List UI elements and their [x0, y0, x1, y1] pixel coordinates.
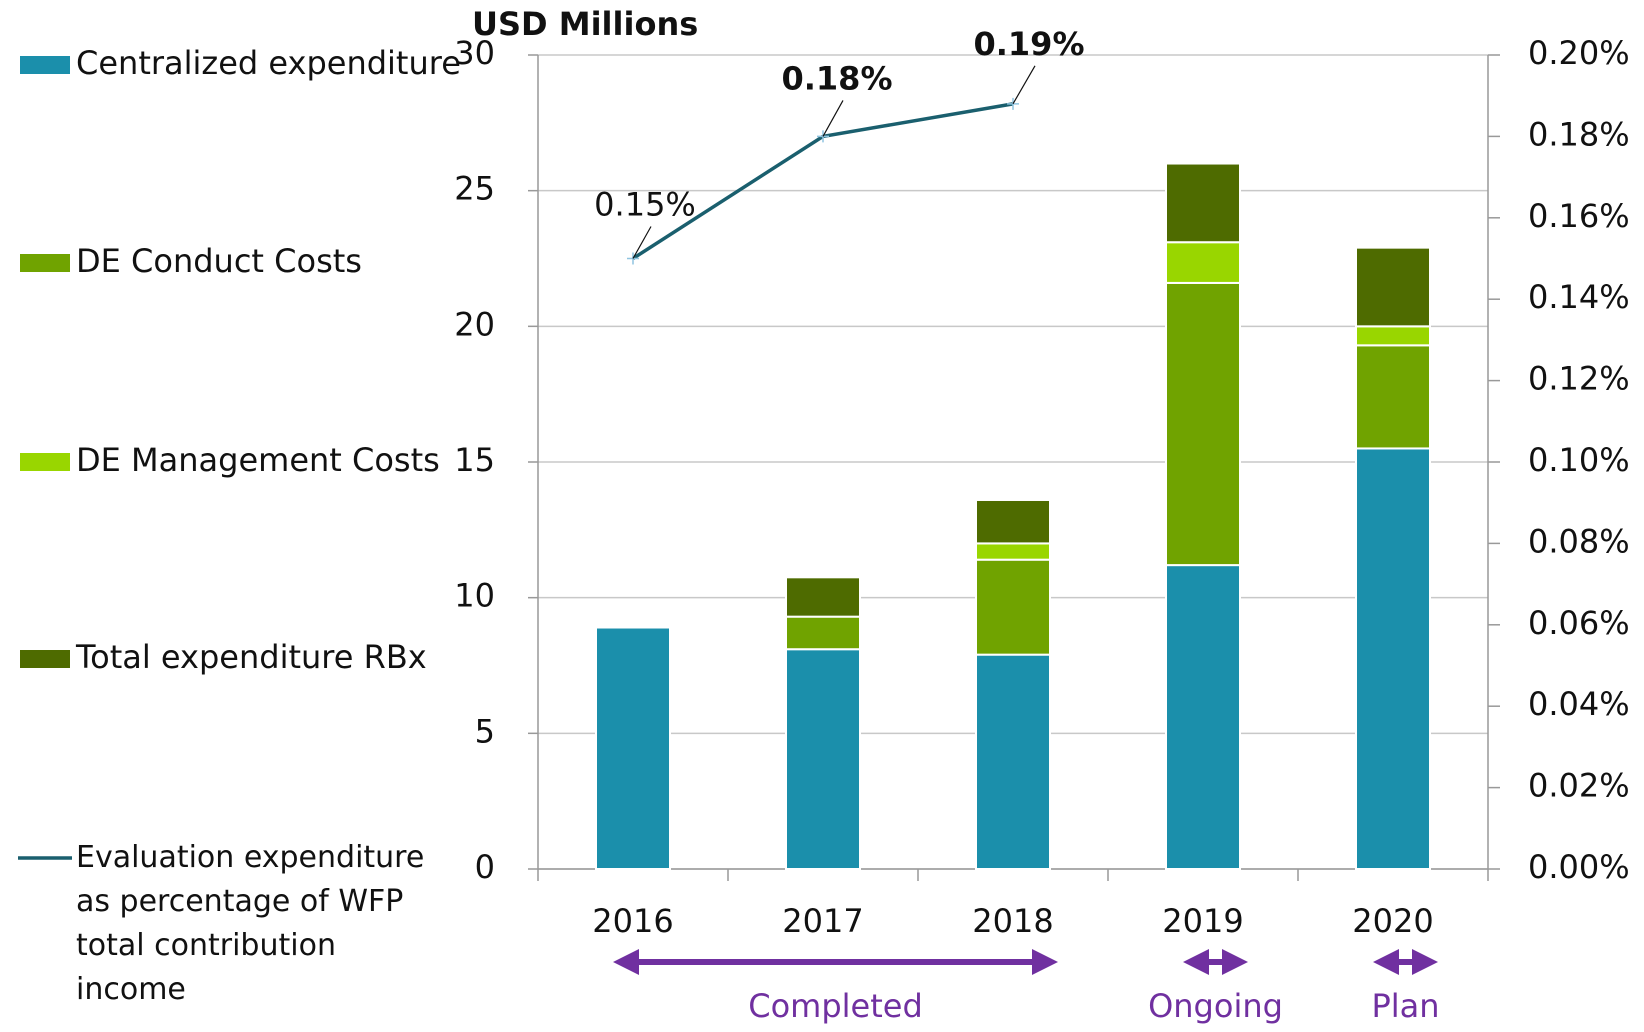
y-tick-label: 0 — [475, 848, 495, 886]
bar-segment — [1165, 564, 1241, 871]
y2-tick-label: 0.12% — [1528, 360, 1630, 398]
y2-tick-label: 0.02% — [1528, 767, 1630, 805]
x-tick-label: 2020 — [1352, 902, 1433, 940]
bar-segment — [1355, 447, 1431, 870]
y2-tick-label: 0.14% — [1528, 278, 1630, 316]
legend-label: Centralized expenditure — [76, 44, 461, 82]
data-label: 0.19% — [973, 25, 1084, 63]
line — [632, 102, 1014, 260]
bar-segment — [785, 648, 861, 870]
legend-label: Total expenditure RBx — [75, 638, 427, 676]
legend-label: Evaluation expenditure as percentage of … — [76, 840, 425, 1007]
y2-tick-label: 0.08% — [1528, 522, 1630, 560]
legend-label: DE Management Costs — [76, 441, 440, 479]
label-leader — [822, 100, 844, 137]
y-tick-label: 15 — [454, 441, 495, 479]
y2-tick-label: 0.18% — [1528, 115, 1630, 153]
bar-segment — [975, 542, 1051, 561]
y-tick-label: 30 — [454, 34, 495, 72]
y2-tick-label: 0.04% — [1528, 685, 1630, 723]
arrow-head — [1222, 949, 1248, 975]
bar-segment — [785, 615, 861, 651]
phase-label: Plan — [1371, 987, 1439, 1025]
y2-tick-label: 0.00% — [1528, 848, 1630, 886]
y-tick-label: 10 — [454, 577, 495, 615]
bar-segment — [785, 576, 861, 618]
x-tick-label: 2017 — [782, 902, 863, 940]
arrow-head — [613, 949, 639, 975]
bar-segment — [1355, 246, 1431, 328]
legend-swatch — [20, 56, 70, 74]
bar-segment — [1355, 325, 1431, 347]
label-leader — [1012, 65, 1036, 105]
arrow-head — [1032, 949, 1058, 975]
legend-swatch — [20, 650, 70, 668]
y2-tick-label: 0.16% — [1528, 197, 1630, 235]
phase-label: Ongoing — [1148, 987, 1283, 1025]
x-tick-label: 2016 — [592, 902, 673, 940]
y-tick-label: 20 — [454, 305, 495, 343]
bar-segment — [975, 498, 1051, 545]
y-axis-title: USD Millions — [472, 5, 698, 43]
legend-label: DE Conduct Costs — [76, 242, 362, 280]
y2-tick-label: 0.20% — [1528, 34, 1630, 72]
bar-segment — [975, 558, 1051, 656]
bar-segment — [975, 653, 1051, 870]
data-label: 0.15% — [594, 186, 696, 224]
x-tick-label: 2019 — [1162, 902, 1243, 940]
y2-tick-label: 0.06% — [1528, 604, 1630, 642]
legend-swatch — [20, 254, 70, 272]
bar-segment — [1165, 241, 1241, 284]
data-label: 0.18% — [781, 59, 892, 97]
x-tick-label: 2018 — [972, 902, 1053, 940]
bar-segment — [595, 626, 671, 870]
bar-segment — [1355, 344, 1431, 450]
arrow-head — [1183, 949, 1209, 975]
y2-tick-label: 0.10% — [1528, 441, 1630, 479]
bar-segment — [1165, 162, 1241, 244]
y-tick-label: 5 — [475, 712, 495, 750]
legend-swatch — [20, 453, 70, 471]
bar-segment — [1165, 281, 1241, 567]
arrow-head — [1412, 949, 1438, 975]
arrow-head — [1373, 949, 1399, 975]
label-leader — [632, 226, 652, 259]
y-tick-label: 25 — [454, 170, 495, 208]
phase-label: Completed — [748, 987, 923, 1025]
